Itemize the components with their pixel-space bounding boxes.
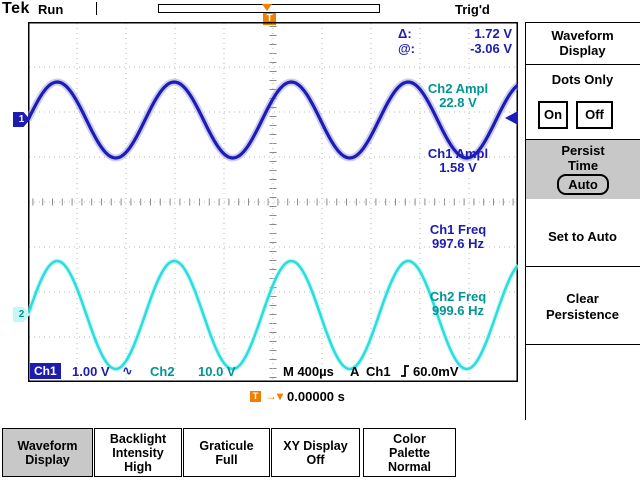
measurement-label: Ch2 Freq [429, 289, 487, 304]
persist-value-pill: Auto [557, 174, 609, 195]
arrow-right-icon: →▾ [265, 389, 284, 403]
measurement-ch2-freq: Ch2 Freq 999.6 Hz [405, 290, 511, 318]
rising-edge-icon [401, 365, 409, 377]
bottom-menu-waveform-display[interactable]: Waveform Display [2, 428, 93, 477]
menu-line: High [124, 459, 152, 474]
measurement-value: 999.6 Hz [431, 303, 485, 318]
bottom-menu-color-palette[interactable]: Color Palette Normal [363, 428, 456, 477]
record-position-bar [158, 4, 380, 13]
timebase-readout: M 400µs [283, 364, 334, 379]
trigger-t-icon: T [250, 391, 261, 402]
persist-time-button[interactable]: Persist Time Auto [526, 140, 640, 199]
divider [525, 139, 640, 140]
set-to-auto-button[interactable]: Set to Auto [548, 229, 617, 244]
trigger-status: Trig'd [455, 2, 490, 17]
trigger-level-arrow-icon [505, 111, 518, 125]
menu-line: Display [25, 452, 70, 467]
at-value: -3.06 V [470, 41, 512, 56]
bottom-menu-xy-display[interactable]: XY Display Off [271, 428, 360, 477]
ch1-coupling-icon: ∿ [122, 364, 133, 379]
menu-line: XY Display [283, 438, 348, 453]
clear-persistence-button[interactable]: Clear Persistence [526, 291, 639, 323]
dots-only-off-button[interactable]: Off [576, 101, 613, 129]
dots-only-label: Dots Only [551, 72, 614, 87]
measurement-label: Ch1 Ampl [427, 146, 489, 161]
ch1-scale: 1.00 V [72, 364, 110, 379]
ch1-badge: Ch1 [30, 363, 61, 379]
channel1-position-marker: 1 [13, 112, 30, 127]
measurement-label: Ch2 Ampl [427, 81, 489, 96]
acquisition-status: Run [38, 2, 64, 17]
graticule-border [28, 22, 518, 382]
trigger-mode: A [350, 364, 360, 379]
bottom-menu-graticule[interactable]: Graticule Full [183, 428, 270, 477]
cursor-readout: Δ: 1.72 V @: -3.06 V [398, 26, 512, 56]
tek-logo: Tek [2, 0, 30, 17]
measurement-value: 1.58 V [439, 160, 477, 175]
delta-label: Δ: [398, 26, 412, 41]
dots-only-on-button[interactable]: On [538, 101, 568, 129]
menu-line: Normal [387, 459, 432, 474]
ch1-trace [28, 80, 518, 160]
clear-label-line2: Persistence [546, 307, 619, 322]
measurement-ch2-ampl: Ch2 Ampl 22.8 V [405, 82, 511, 110]
menu-line: Off [306, 452, 325, 467]
menu-line: Waveform [17, 438, 78, 453]
ch2-trace [28, 259, 518, 371]
divider [525, 344, 640, 345]
menu-line: Color [393, 431, 426, 446]
trigger-source: Ch1 [366, 364, 391, 379]
side-menu-title-line2: Display [559, 43, 606, 58]
persist-label-line1: Persist [561, 143, 605, 158]
measurement-label: Ch1 Freq [429, 222, 487, 237]
side-menu-title-line1: Waveform [551, 28, 614, 43]
measurement-value: 997.6 Hz [431, 236, 485, 251]
menu-line: Backlight [109, 431, 167, 446]
measurement-ch1-ampl: Ch1 Ampl 1.58 V [405, 147, 511, 175]
side-menu-title: Waveform Display [526, 28, 639, 58]
delta-value: 1.72 V [474, 26, 512, 41]
side-menu-divider [525, 22, 526, 420]
menu-line: Full [215, 452, 238, 467]
menu-line: Intensity [112, 445, 164, 460]
menu-line: Palette [389, 445, 430, 460]
ch2-scale: 10.0 V [198, 364, 236, 379]
bottom-menu-backlight-intensity[interactable]: Backlight Intensity High [94, 428, 182, 477]
clear-label-line1: Clear [566, 291, 599, 306]
measurement-value: 22.8 V [439, 95, 477, 110]
trigger-position-readout: T →▾ 0.00000 s [250, 389, 345, 404]
menu-line: Graticule [199, 438, 254, 453]
divider [96, 2, 97, 15]
divider [525, 64, 640, 65]
divider [525, 22, 640, 23]
ch2-label: Ch2 [150, 364, 175, 379]
trigger-level-readout: 60.0mV [413, 364, 459, 379]
trigger-position-marker-icon [262, 4, 272, 16]
trigger-position-time: 0.00000 s [287, 389, 345, 404]
persist-label-line2: Time [567, 158, 599, 173]
measurement-ch1-freq: Ch1 Freq 997.6 Hz [405, 223, 511, 251]
at-label: @: [398, 41, 416, 56]
channel2-position-marker: 2 [13, 307, 30, 322]
graticule-svg [28, 22, 518, 382]
divider [525, 266, 640, 267]
